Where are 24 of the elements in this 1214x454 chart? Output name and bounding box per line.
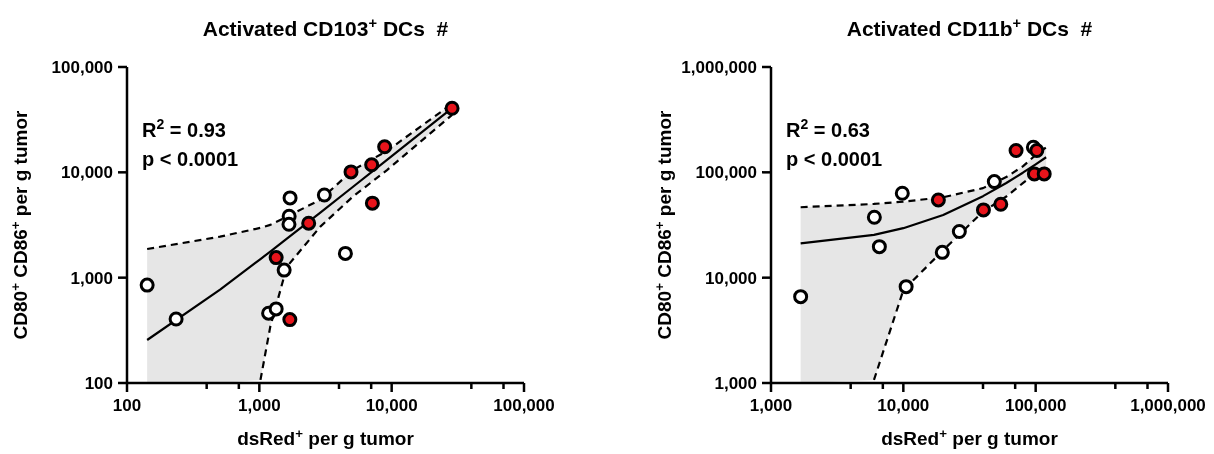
y-tick-label: 10,000 (61, 163, 113, 183)
y-tick-label: 1,000 (714, 374, 757, 393)
y-tick-label: 100,000 (695, 163, 757, 183)
annotation: p < 0.0001 (142, 148, 239, 170)
y-tick-label: 1,000,000 (681, 58, 757, 77)
y-tick-label: 10,000 (705, 268, 757, 288)
chart-title: Activated CD11b$^{+}$ DCs # (846, 15, 1093, 40)
x-tick-label: 1,000,000 (1130, 396, 1206, 415)
x-tick-label: 1,000 (238, 396, 281, 415)
x-tick-label: 10,000 (365, 396, 418, 415)
x-tick-label: 10,000 (877, 396, 930, 415)
y-tick-label: 1,000 (70, 268, 113, 288)
x-tick-label: 1,000 (749, 396, 793, 415)
y-tick-label: 100,000 (51, 58, 113, 77)
x-axis-title: dsRed$^{+}$ per g tumor (881, 425, 1059, 449)
x-tick-label: 100,000 (1004, 396, 1067, 415)
annotation: R$^{2}$ = 0.63 (786, 116, 870, 141)
x-axis-title: dsRed$^{+}$ per g tumor (237, 425, 415, 449)
annotation: p < 0.0001 (786, 148, 883, 170)
x-tick-label: 100 (112, 396, 142, 415)
chart-title: Activated CD103$^{+}$ DCs # (202, 15, 449, 40)
annotation: R$^{2}$ = 0.93 (142, 116, 226, 141)
x-tick-label: 100,000 (493, 396, 555, 415)
y-tick-label: 100 (84, 374, 113, 393)
